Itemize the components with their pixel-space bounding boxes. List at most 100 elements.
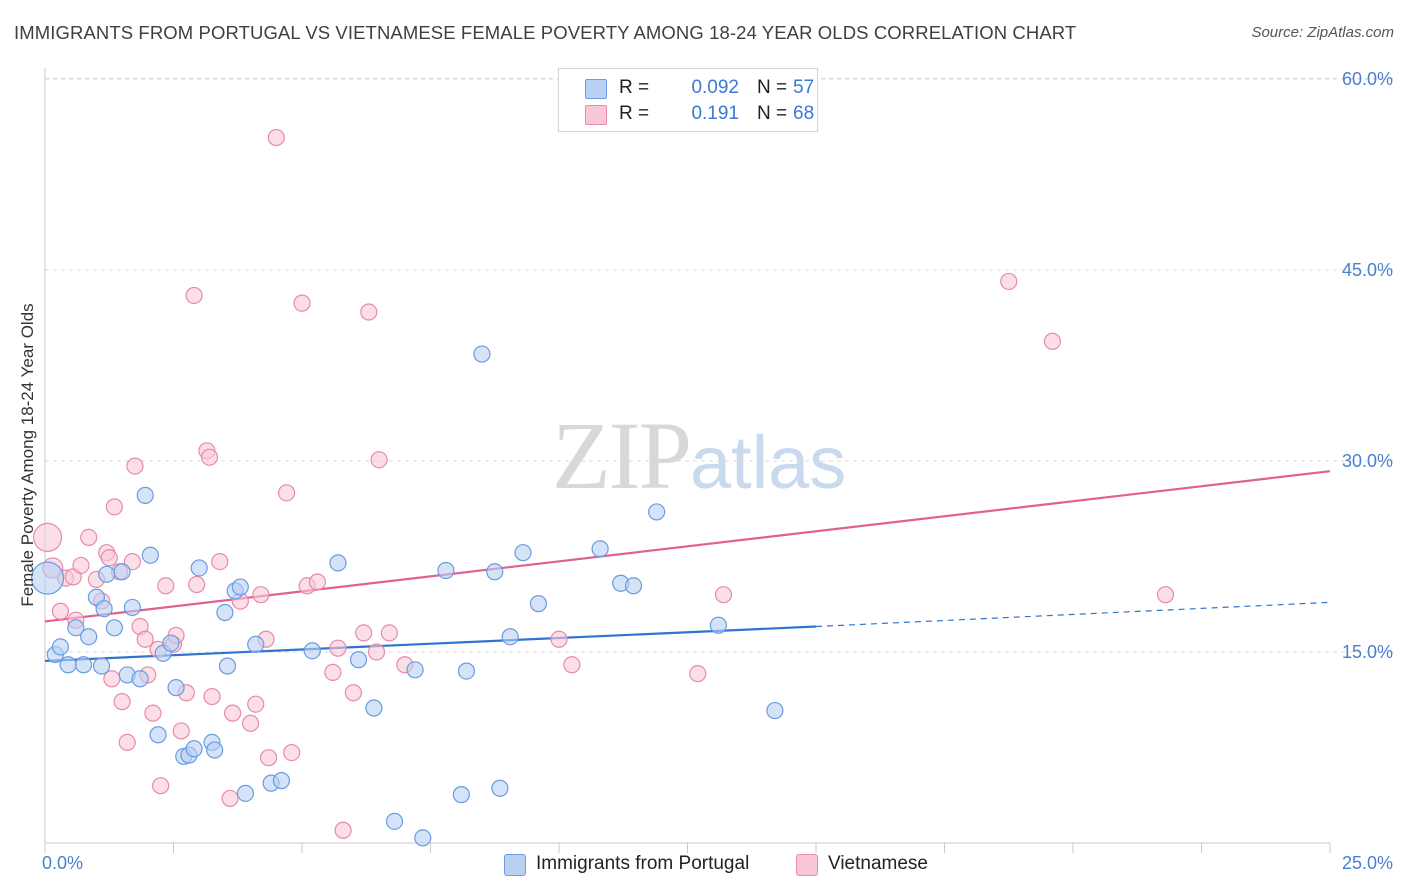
data-point-vietnamese xyxy=(550,630,568,648)
legend-r-label: R = xyxy=(619,77,650,98)
data-point-portugal xyxy=(385,812,404,830)
data-point-portugal xyxy=(162,634,180,652)
data-point-vietnamese xyxy=(334,821,352,839)
data-point-vietnamese xyxy=(105,498,123,516)
data-point-portugal xyxy=(206,741,224,759)
data-point-vietnamese xyxy=(185,286,203,305)
chart-title: IMMIGRANTS FROM PORTUGAL VS VIETNAMESE F… xyxy=(14,22,1077,43)
bottom-legend-swatch-pink xyxy=(796,854,818,876)
axis-layer xyxy=(44,68,1331,853)
data-point-portugal xyxy=(414,829,432,847)
bottom-legend-swatch-blue xyxy=(504,854,526,876)
legend-n-label: N = xyxy=(757,77,788,98)
legend-r-label: R = xyxy=(619,103,650,124)
data-point-vietnamese xyxy=(380,624,398,642)
data-point-vietnamese xyxy=(123,552,141,571)
data-point-portugal xyxy=(113,563,131,581)
data-point-portugal xyxy=(74,656,93,674)
data-point-portugal xyxy=(80,628,98,646)
data-point-portugal xyxy=(473,345,491,363)
legend-n-value: 57 xyxy=(793,77,815,98)
x-tick-label: 25.0% xyxy=(1342,853,1393,873)
data-point-vietnamese xyxy=(252,586,270,604)
data-point-portugal xyxy=(709,616,727,634)
data-point-portugal xyxy=(167,679,185,697)
data-point-portugal xyxy=(218,657,237,675)
watermark-atlas: atlas xyxy=(690,421,847,504)
data-point-portugal xyxy=(136,486,154,504)
data-point-vietnamese xyxy=(224,704,242,722)
data-point-vietnamese xyxy=(1000,272,1018,291)
data-point-vietnamese xyxy=(118,733,136,752)
data-point-vietnamese xyxy=(689,665,707,683)
data-point-portugal xyxy=(365,699,383,717)
data-point-vietnamese xyxy=(324,663,342,681)
watermark-zip: ZIP xyxy=(552,402,692,509)
point-layer xyxy=(30,128,1175,847)
legend-r-value: 0.092 xyxy=(691,77,739,98)
correlation-legend: R = 0.092 N = 57 R = 0.191 N = 68 xyxy=(558,68,818,132)
data-point-vietnamese xyxy=(80,528,98,547)
y-tick-label: 30.0% xyxy=(1342,451,1393,471)
source-credit: Source: ZipAtlas.com xyxy=(1251,24,1394,41)
data-point-vietnamese xyxy=(157,577,175,595)
data-point-portugal xyxy=(105,619,123,637)
data-point-portugal xyxy=(185,740,203,758)
data-point-vietnamese xyxy=(293,294,311,312)
data-point-portugal xyxy=(216,603,234,622)
y-tick-label: 15.0% xyxy=(1342,642,1393,662)
data-point-portugal xyxy=(349,651,368,669)
data-point-vietnamese xyxy=(367,643,386,661)
data-point-vietnamese xyxy=(283,743,301,762)
data-point-vietnamese xyxy=(563,656,581,674)
data-point-vietnamese xyxy=(714,586,733,604)
data-point-vietnamese xyxy=(1043,332,1062,350)
y-tick-label: 45.0% xyxy=(1342,260,1393,280)
data-point-vietnamese xyxy=(242,714,260,732)
data-point-vietnamese xyxy=(360,303,378,321)
data-point-portugal xyxy=(149,726,167,744)
data-point-vietnamese xyxy=(370,451,388,469)
data-point-portugal xyxy=(236,784,255,802)
data-point-vietnamese xyxy=(221,789,239,808)
data-point-portugal xyxy=(247,635,265,653)
data-point-portugal xyxy=(529,595,548,613)
data-point-vietnamese xyxy=(152,777,170,795)
bottom-legend-label: Vietnamese xyxy=(828,853,928,874)
data-point-portugal xyxy=(406,661,424,679)
data-point-portugal xyxy=(648,503,666,521)
data-point-portugal xyxy=(491,779,509,797)
legend-n-value: 68 xyxy=(793,103,815,124)
data-point-portugal xyxy=(501,628,519,646)
data-point-portugal xyxy=(457,662,476,680)
legend-swatch-blue xyxy=(585,79,607,99)
data-point-vietnamese xyxy=(355,624,373,642)
data-point-portugal xyxy=(329,554,347,572)
data-point-portugal xyxy=(514,544,532,562)
data-point-vietnamese xyxy=(267,128,285,147)
data-point-portugal xyxy=(486,563,504,581)
data-point-vietnamese xyxy=(100,549,118,567)
trend-line-portugal xyxy=(44,625,817,663)
data-point-portugal xyxy=(272,772,291,790)
data-point-vietnamese xyxy=(211,552,229,571)
data-point-portugal xyxy=(452,786,470,804)
watermark: ZIPatlas xyxy=(552,400,846,511)
legend-r-value: 0.191 xyxy=(691,103,739,124)
data-point-vietnamese xyxy=(247,695,265,713)
data-point-portugal xyxy=(624,577,643,595)
data-point-portugal xyxy=(67,619,85,637)
tick-label-layer: 15.0% 30.0% 45.0% 60.0% 0.0% 25.0% xyxy=(42,69,1393,873)
data-point-portugal xyxy=(95,600,113,618)
data-point-vietnamese xyxy=(1156,586,1175,604)
data-point-vietnamese xyxy=(329,639,347,657)
data-point-vietnamese xyxy=(259,749,278,767)
legend-swatch-pink xyxy=(585,105,607,125)
y-tick-label: 60.0% xyxy=(1342,69,1393,89)
data-point-vietnamese xyxy=(51,602,70,620)
data-point-portugal xyxy=(141,546,159,564)
data-point-vietnamese xyxy=(136,630,154,648)
data-point-portugal xyxy=(59,656,77,674)
data-point-portugal xyxy=(231,578,249,596)
